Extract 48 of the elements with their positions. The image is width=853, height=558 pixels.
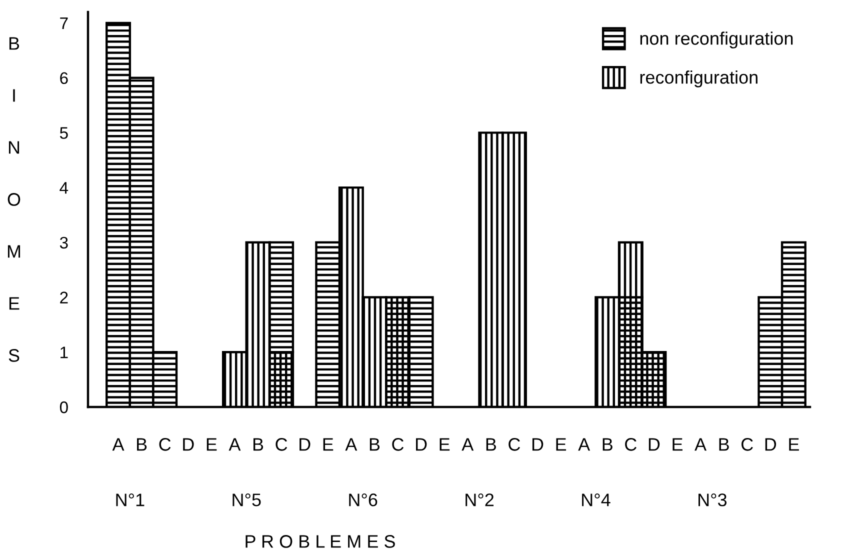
x-tick-label: D <box>416 438 427 451</box>
x-tick-label: C <box>742 438 753 451</box>
text: N°3 <box>698 494 727 506</box>
y-tick-label: 0 <box>60 401 68 414</box>
y-tick-label: 2 <box>60 292 68 304</box>
x-tick-label: D <box>648 438 660 451</box>
x-tick-label: E <box>323 438 334 451</box>
x-tick-label: A <box>228 438 241 451</box>
x-tick-label: A <box>112 438 124 451</box>
y-tick-label: 5 <box>60 127 68 139</box>
x-tick-label: B <box>253 438 264 451</box>
y-tick-label: 6 <box>60 72 68 84</box>
x-tick-label: C <box>276 438 288 451</box>
x-tick-label: B <box>486 438 496 451</box>
y-tick-label: 1 <box>60 346 68 358</box>
text: N°1 <box>116 494 144 506</box>
x-axis-title: P R O B L E M E S <box>246 535 395 548</box>
x-tick-label: B <box>719 438 729 451</box>
y-tick-label: 7 <box>60 18 68 30</box>
x-tick-label: D <box>532 438 544 451</box>
x-tick-label: C <box>159 438 171 451</box>
x-tick-label: E <box>206 438 217 451</box>
x-tick-label: C <box>625 438 636 451</box>
x-tick-label: E <box>440 438 450 451</box>
x-tick-label: E <box>556 438 566 451</box>
y-tick-label: 4 <box>60 182 68 194</box>
legend-label: reconfiguration <box>640 70 758 88</box>
legend-label: non reconfiguration <box>640 32 793 48</box>
x-tick-label: E <box>672 438 682 451</box>
x-tick-label: A <box>578 438 590 451</box>
x-tick-label: D <box>300 438 310 451</box>
x-tick-label: D <box>183 438 194 451</box>
x-tick-label: A <box>462 438 474 451</box>
text: N°4 <box>582 494 610 506</box>
x-tick-label: C <box>508 438 520 451</box>
x-tick-label: A <box>694 438 707 451</box>
x-tick-label: B <box>137 438 147 451</box>
text: N°6 <box>349 494 378 506</box>
x-tick-label: B <box>602 438 612 451</box>
x-tick-label: C <box>392 438 404 451</box>
x-tick-label: A <box>345 438 358 451</box>
text: N°2 <box>466 494 494 506</box>
text: N°5 <box>232 494 261 506</box>
text: BINOMES <box>8 37 20 362</box>
x-tick-label: D <box>765 438 776 451</box>
x-tick-label: E <box>789 438 799 451</box>
x-tick-label: B <box>370 438 380 451</box>
y-tick-label: 3 <box>60 236 68 249</box>
